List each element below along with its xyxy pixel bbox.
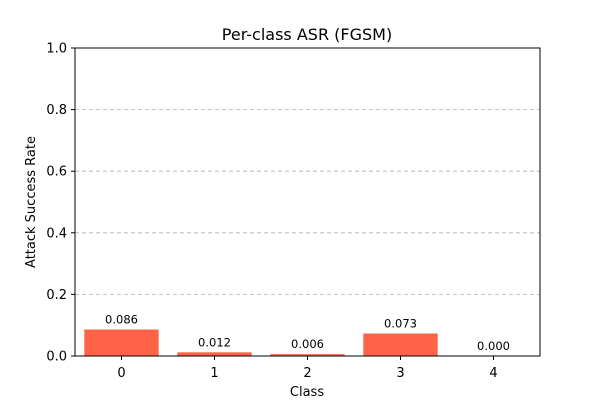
x-tick-label: 0 <box>117 366 125 381</box>
bar-value-label: 0.073 <box>384 317 417 331</box>
y-tick-label: 0.4 <box>46 226 67 241</box>
y-tick-label: 0.0 <box>46 350 67 365</box>
x-tick-label: 3 <box>396 366 404 381</box>
bar-class-1 <box>177 352 252 356</box>
y-tick-label: 0.2 <box>46 288 67 303</box>
bars <box>84 329 438 356</box>
x-tick-label: 1 <box>210 366 218 381</box>
gridlines <box>75 109 540 295</box>
y-axis-ticks: 0.0 0.2 0.4 0.6 0.8 1.0 <box>46 42 75 365</box>
bar-value-label: 0.012 <box>198 335 231 349</box>
y-tick-label: 1.0 <box>46 42 67 57</box>
plot-frame <box>74 47 541 357</box>
bar-value-label: 0.006 <box>291 337 324 351</box>
x-tick-label: 4 <box>489 366 497 381</box>
bar-value-label: 0.000 <box>477 339 510 353</box>
x-axis-label: Class <box>290 385 324 400</box>
chart-title: Per-class ASR (FGSM) <box>222 25 392 44</box>
bar-class-3 <box>363 333 438 356</box>
bar-value-label: 0.086 <box>105 313 138 327</box>
data-labels: 0.086 0.012 0.006 0.073 0.000 <box>105 313 510 353</box>
bar-class-2 <box>270 354 345 356</box>
y-axis-label: Attack Success Rate <box>24 136 39 268</box>
x-axis-ticks: 0 1 2 3 4 <box>117 356 498 381</box>
y-tick-label: 0.8 <box>46 103 67 118</box>
y-tick-label: 0.6 <box>46 165 67 180</box>
x-tick-label: 2 <box>303 366 311 381</box>
bar-class-0 <box>84 329 159 356</box>
